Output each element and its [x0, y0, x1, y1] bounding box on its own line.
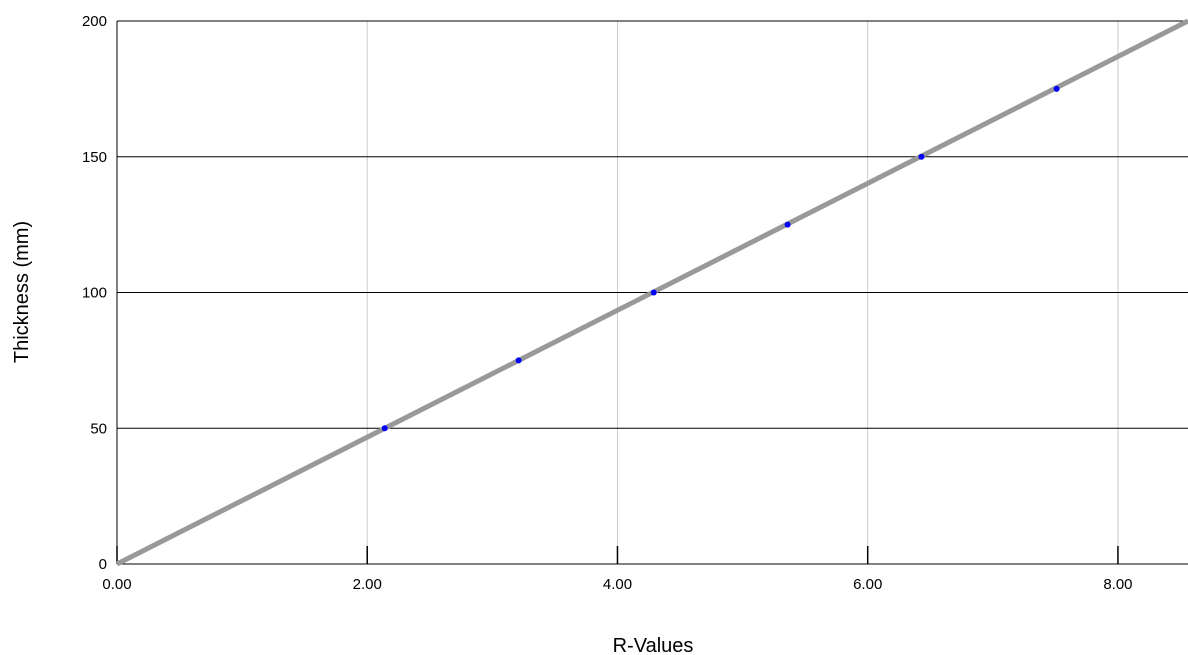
series-layer — [115, 18, 1188, 567]
x-tick-label: 2.00 — [353, 576, 382, 593]
x-tick-label: 8.00 — [1103, 576, 1132, 593]
data-point — [381, 425, 388, 432]
data-point — [515, 357, 522, 364]
x-tick-label: 6.00 — [853, 576, 882, 593]
x-tick-label: 0.00 — [102, 576, 131, 593]
y-tick-label: 200 — [82, 13, 107, 30]
y-tick-label: 50 — [90, 420, 107, 437]
x-axis-title: R-Values — [613, 635, 694, 655]
y-tick-label: 100 — [82, 285, 107, 302]
y-tick-label: 150 — [82, 149, 107, 166]
y-tick-label: 0 — [99, 556, 107, 573]
data-point — [918, 153, 925, 160]
data-point — [1053, 85, 1060, 92]
data-point — [784, 221, 791, 228]
y-axis-title: Thickness (mm) — [11, 221, 33, 363]
x-tick-label: 4.00 — [603, 576, 632, 593]
data-point — [650, 289, 657, 296]
label-layer: 0.00 2.00 4.00 6.00 8.00 0 50 100 150 200 — [82, 13, 1133, 593]
axis-layer — [116, 21, 1119, 564]
